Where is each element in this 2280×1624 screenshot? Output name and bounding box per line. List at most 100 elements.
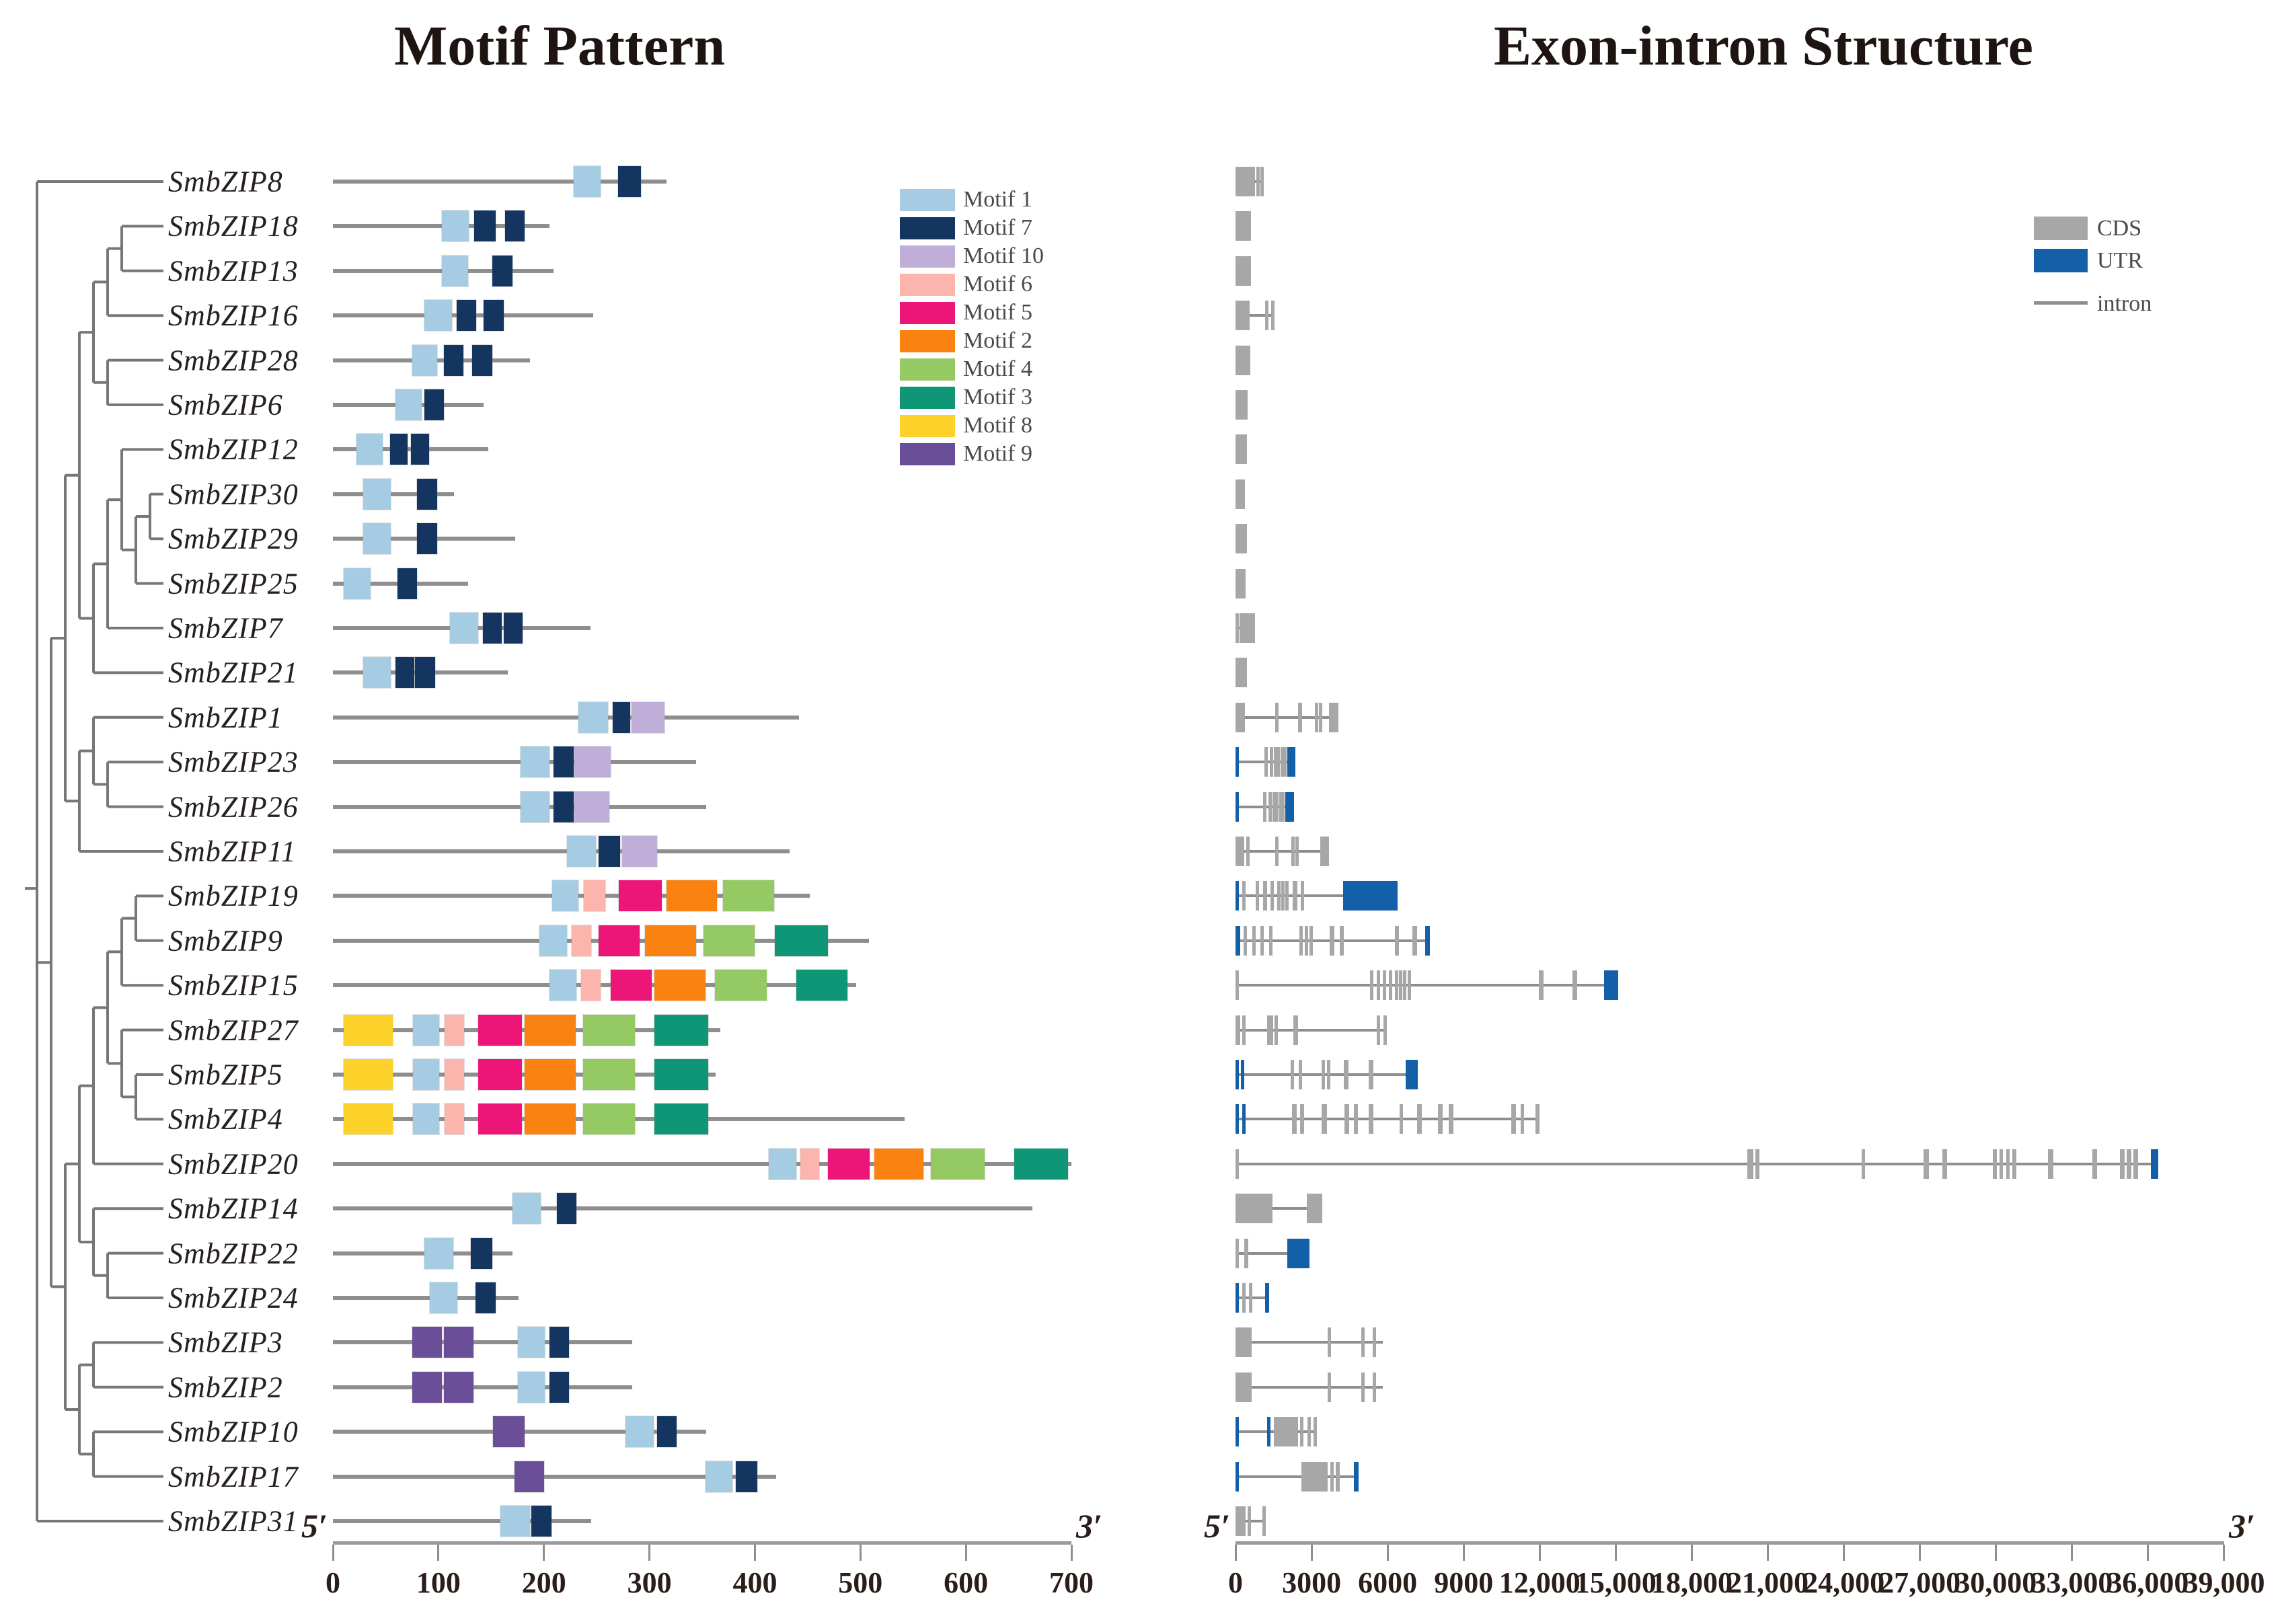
motif-block-motif1	[517, 1371, 545, 1403]
motif-block-motif6	[445, 1014, 464, 1046]
segment-cds	[1290, 1060, 1294, 1089]
gene-label-SmbZIP1: SmbZIP1	[168, 701, 283, 734]
segment-utr	[1287, 747, 1296, 777]
segment-cds	[1236, 1194, 1273, 1224]
motif-block-motif5	[478, 1014, 522, 1046]
axis-right-tick-label: 3000	[1282, 1566, 1342, 1599]
segment-cds	[1260, 167, 1264, 196]
segment-cds	[1236, 658, 1247, 688]
motif-block-motif4	[582, 1104, 635, 1135]
motif-block-motif1	[573, 166, 601, 197]
intron-line	[1236, 1073, 1418, 1076]
motif-block-motif4	[723, 880, 774, 912]
axis-right-five-prime: 5′	[1204, 1507, 1231, 1545]
motif-block-motif10	[631, 701, 664, 733]
gene-label-SmbZIP5: SmbZIP5	[168, 1058, 283, 1091]
gene-label-SmbZIP14: SmbZIP14	[168, 1192, 299, 1225]
motif-block-motif2	[654, 970, 706, 1001]
gene-label-SmbZIP29: SmbZIP29	[168, 522, 299, 555]
motif-block-motif5	[599, 925, 640, 956]
segment-cds	[1275, 702, 1279, 732]
axis-left-tick-label: 400	[732, 1566, 777, 1599]
legend-swatch-cds	[2034, 217, 2088, 240]
axis-right-tick	[1767, 1545, 1770, 1561]
segment-cds	[1236, 1372, 1252, 1402]
motif-block-motif2	[666, 880, 717, 912]
axis-left-tick-label: 0	[326, 1566, 340, 1599]
motif-block-motif1	[363, 657, 391, 689]
segment-cds	[1747, 1149, 1753, 1179]
motif-block-motif9	[514, 1461, 544, 1492]
legend-swatch-utr	[2034, 249, 2088, 272]
segment-cds	[1412, 925, 1417, 956]
axis-right-tick-label: 27,000	[1879, 1566, 1961, 1599]
segment-cds	[1539, 970, 1544, 1001]
segment-cds	[1236, 256, 1252, 286]
gene-label-SmbZIP31: SmbZIP31	[168, 1504, 299, 1538]
segment-cds	[1942, 1149, 1948, 1179]
segment-cds	[1511, 1104, 1517, 1134]
motif-block-motif1	[413, 1059, 440, 1090]
protein-line	[333, 1161, 1072, 1166]
axis-left-tick-label: 600	[944, 1566, 989, 1599]
protein-line	[333, 1519, 592, 1523]
segment-cds	[1236, 568, 1246, 598]
segment-cds	[1328, 1372, 1332, 1402]
segment-cds	[1236, 1238, 1239, 1268]
motif-block-motif1	[412, 344, 438, 376]
segment-cds	[1329, 702, 1338, 732]
motif-block-motif1	[450, 613, 479, 644]
motif-block-motif7	[482, 613, 502, 644]
legend-label-utr: UTR	[2097, 248, 2143, 273]
segment-cds	[1372, 1327, 1376, 1358]
intron-line	[1236, 314, 1273, 317]
motif-block-motif1	[363, 523, 391, 555]
segment-cds	[2092, 1149, 2097, 1179]
intron-line	[1236, 1028, 1388, 1032]
intron-line	[1236, 1385, 1383, 1389]
segment-cds	[1252, 925, 1256, 956]
motif-block-motif7	[417, 478, 438, 510]
segment-cds	[2006, 1149, 2010, 1179]
motif-block-motif7	[415, 657, 436, 689]
motif-block-motif10	[574, 791, 609, 822]
segment-cds	[1361, 1372, 1365, 1402]
motif-block-motif5	[619, 880, 662, 912]
segment-cds	[1236, 613, 1239, 643]
legend-swatch-motif10	[900, 245, 955, 268]
segment-utr	[1236, 747, 1239, 777]
motif-block-motif3	[796, 970, 848, 1001]
segment-cds	[1242, 881, 1246, 911]
segment-cds	[1398, 970, 1402, 1001]
segment-cds	[1270, 301, 1275, 331]
legend-label-motif10: Motif 10	[963, 243, 1044, 268]
gene-label-SmbZIP22: SmbZIP22	[168, 1237, 299, 1270]
intron-line	[1236, 1475, 1359, 1478]
segment-utr	[1287, 1238, 1310, 1268]
motif-block-motif1	[413, 1014, 440, 1046]
axis-right-tick-label: 36,000	[2107, 1566, 2189, 1599]
motif-block-motif7	[417, 523, 438, 555]
segment-cds	[1272, 791, 1276, 822]
axis-left-tick-label: 300	[627, 1566, 672, 1599]
motif-block-motif7	[397, 568, 418, 599]
axis-right-tick-label: 15,000	[1574, 1566, 1657, 1599]
motif-block-motif4	[582, 1014, 635, 1046]
gene-label-SmbZIP8: SmbZIP8	[168, 165, 283, 198]
legend-label-motif4: Motif 4	[963, 356, 1032, 381]
motif-block-motif10	[621, 836, 657, 867]
segment-cds	[1300, 881, 1304, 911]
segment-cds	[1293, 881, 1298, 911]
motif-block-motif7	[389, 434, 408, 465]
axis-right-tick	[1234, 1545, 1237, 1561]
segment-cds	[1993, 1149, 1998, 1179]
segment-utr	[1242, 1104, 1246, 1134]
segment-cds	[1321, 1060, 1325, 1089]
axis-right-tick-label: 6000	[1358, 1566, 1418, 1599]
axis-left-tick	[332, 1545, 334, 1561]
motif-block-motif3	[1014, 1148, 1069, 1180]
motif-block-motif1	[549, 970, 577, 1001]
motif-block-motif1	[395, 389, 422, 420]
axis-right-tick-label: 18,000	[1650, 1566, 1733, 1599]
motif-block-motif1	[441, 255, 468, 286]
